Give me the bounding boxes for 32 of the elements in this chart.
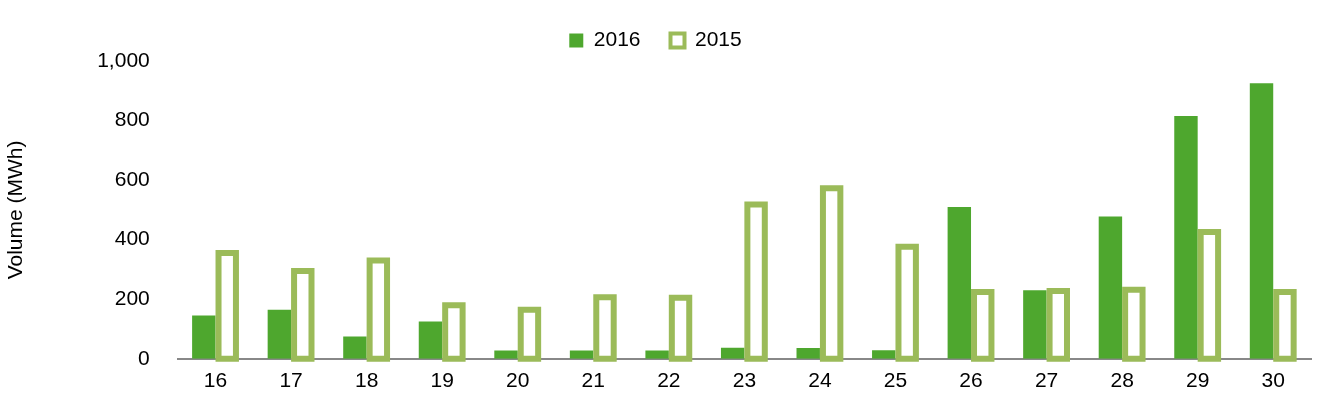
- y-tick-label: 600: [114, 166, 150, 190]
- bar: [1249, 83, 1274, 359]
- y-tick-label: 1,000: [97, 47, 150, 71]
- x-tick-label: 26: [959, 368, 983, 392]
- x-tick-label: 19: [430, 368, 454, 392]
- x-tick-label: 17: [279, 368, 303, 392]
- x-tick-label: 23: [732, 368, 757, 392]
- bar: [947, 206, 972, 359]
- x-tick-label: 25: [883, 368, 908, 392]
- y-tick-label: 400: [114, 226, 150, 250]
- y-axis-title: Volume (MWh): [3, 140, 27, 280]
- x-tick-label: 30: [1261, 368, 1285, 392]
- y-tick-label: 0: [138, 345, 150, 369]
- bar: [494, 350, 518, 359]
- x-tick-label: 20: [506, 368, 530, 392]
- bar: [645, 350, 669, 359]
- x-tick-label: 21: [581, 368, 605, 392]
- legend-label: 2015: [695, 27, 742, 51]
- bar: [569, 350, 594, 359]
- bar: [796, 348, 820, 359]
- x-tick-label: 29: [1186, 368, 1210, 392]
- x-tick-label: 16: [203, 368, 228, 392]
- legend-label: 2016: [593, 27, 641, 51]
- x-tick-label: 28: [1110, 368, 1134, 392]
- x-tick-label: 24: [808, 368, 832, 392]
- y-tick-label: 200: [114, 286, 150, 310]
- x-tick-label: 27: [1034, 368, 1059, 392]
- bar: [872, 350, 896, 359]
- x-tick-label: 18: [354, 368, 379, 392]
- x-tick-label: 22: [657, 368, 681, 392]
- bar: [343, 336, 367, 359]
- y-tick-label: 800: [114, 107, 150, 131]
